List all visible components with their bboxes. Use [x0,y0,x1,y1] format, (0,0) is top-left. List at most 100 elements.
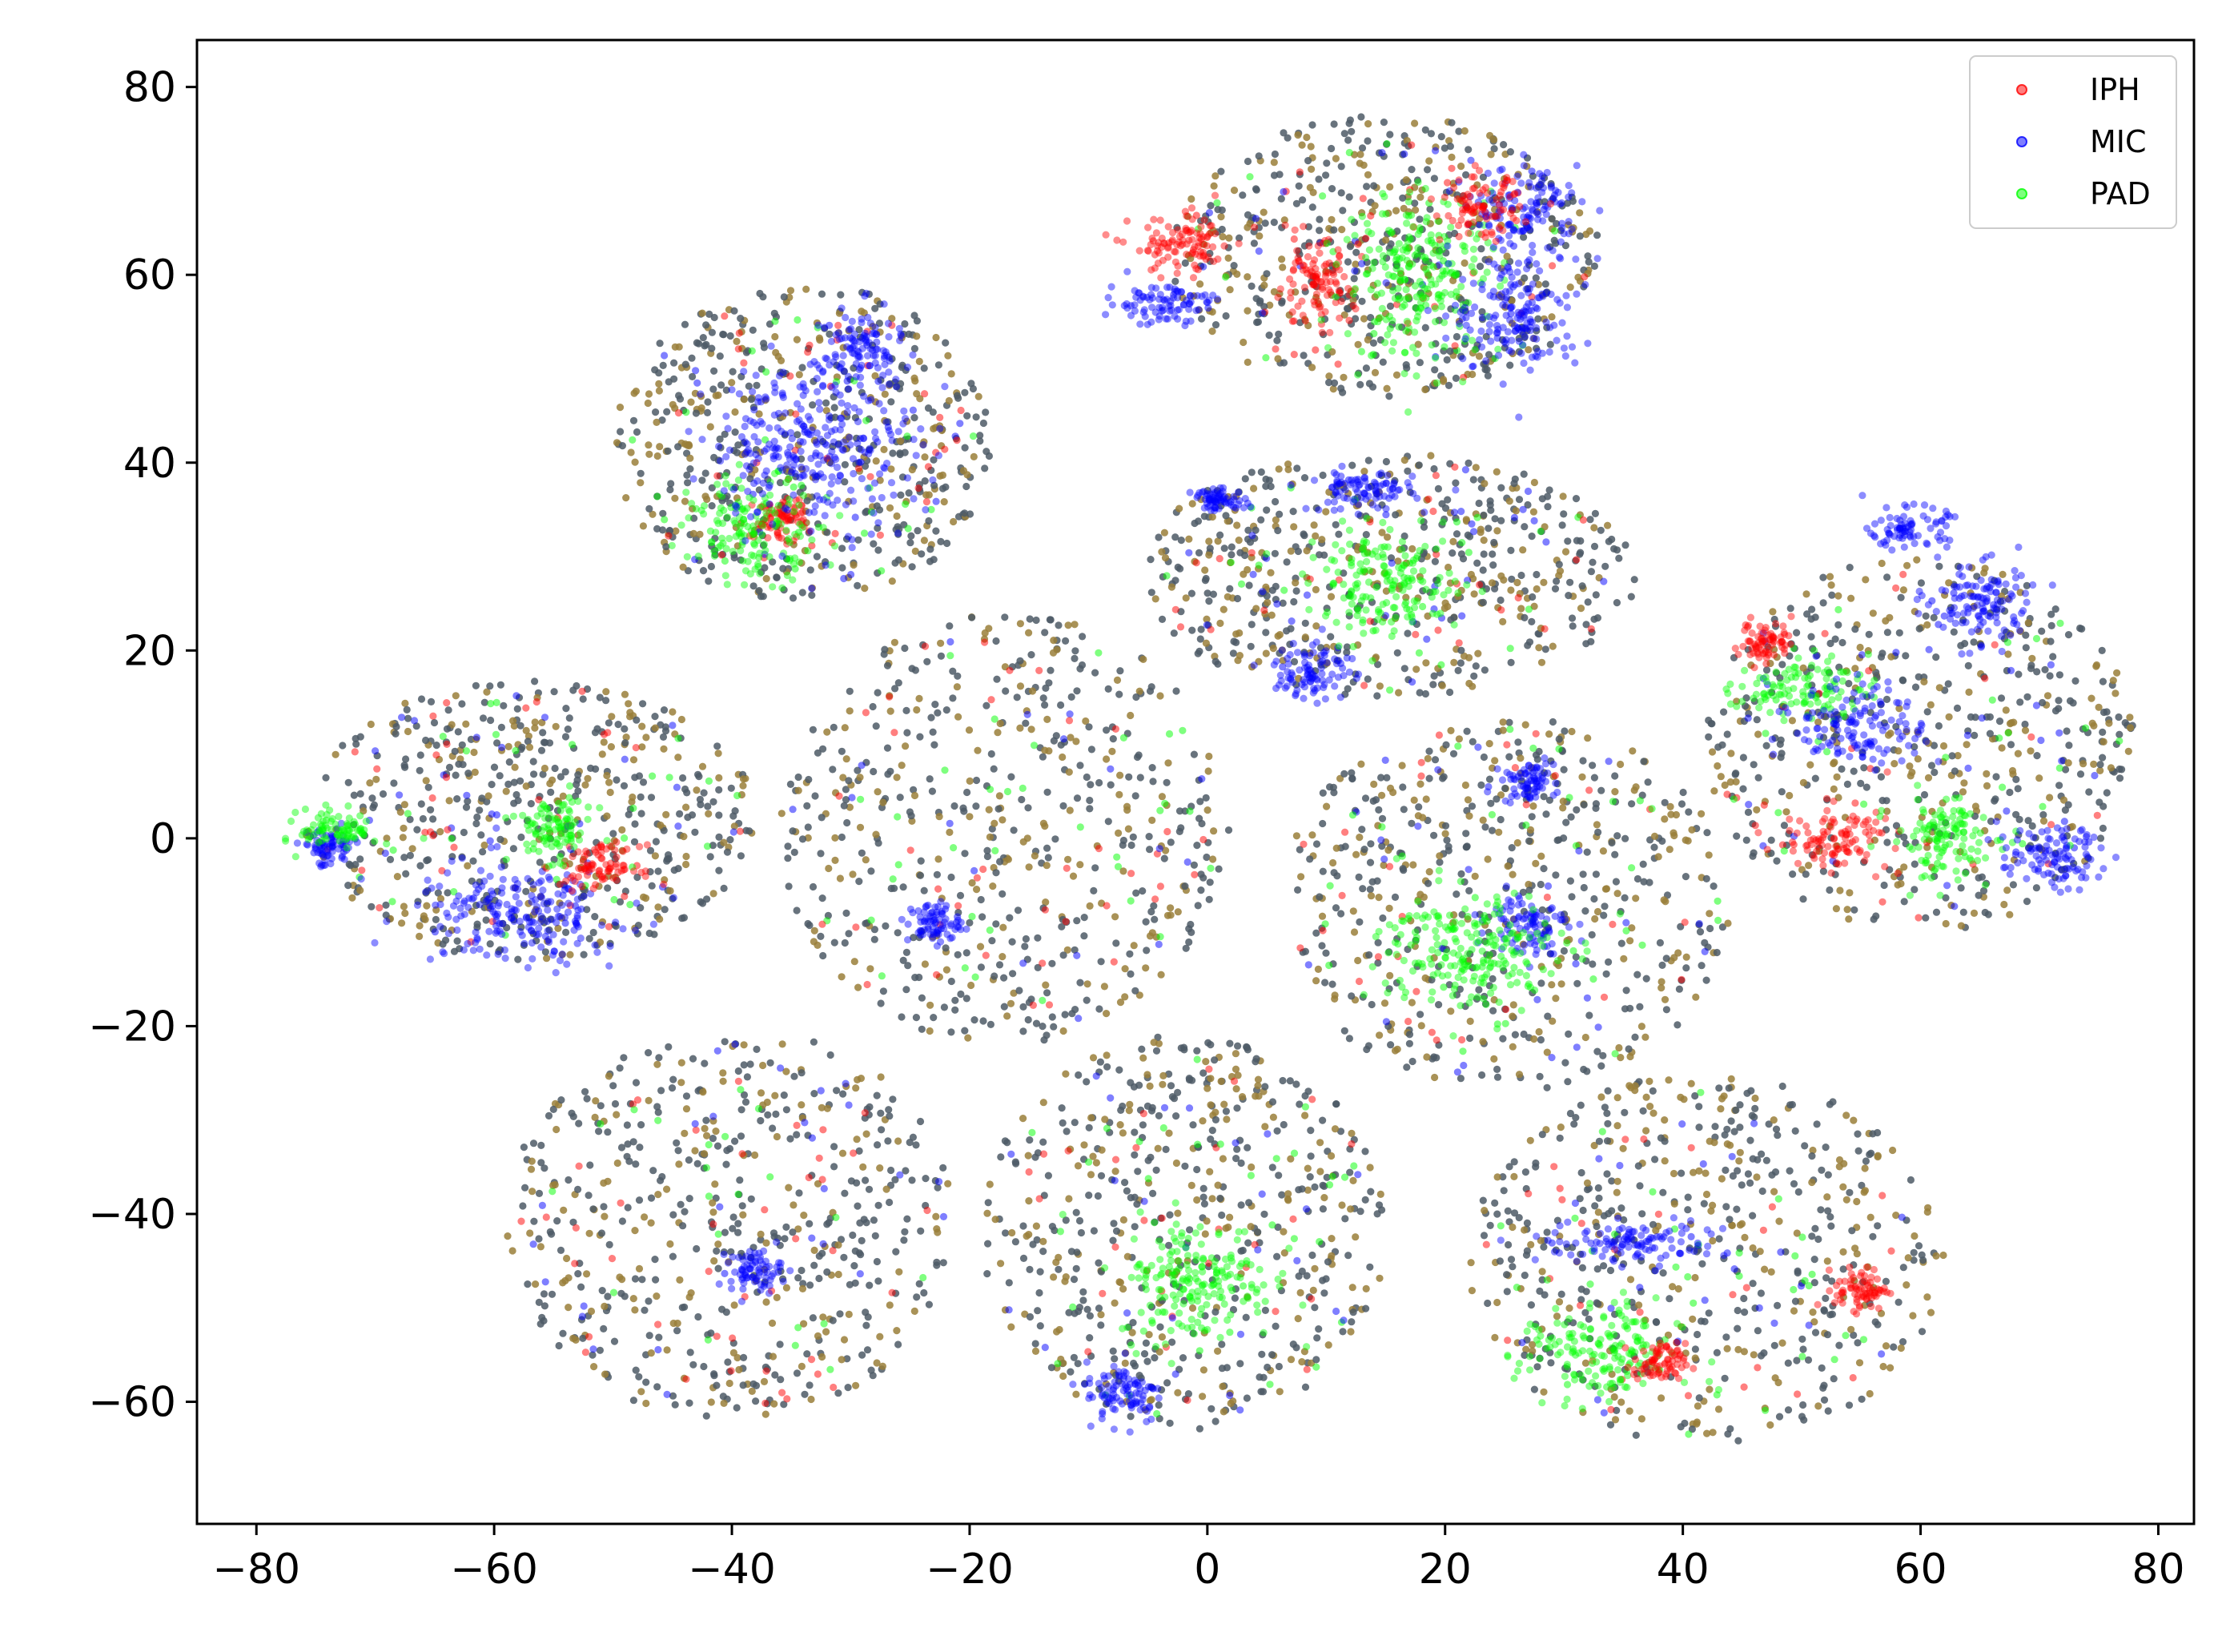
scatter-point-pad [814,324,822,332]
scatter-point-pad [1316,1238,1324,1246]
scatter-point [737,1132,745,1140]
scatter-point [620,1054,628,1062]
scatter-point [1006,914,1014,922]
scatter-point-mic [713,1047,721,1055]
scatter-point [1294,131,1302,139]
scatter-point [621,690,629,698]
scatter-point [1278,255,1286,263]
scatter-point [685,1399,693,1407]
scatter-point [600,1179,608,1187]
scatter-point [524,1280,532,1288]
scatter-point [1107,781,1115,789]
scatter-point-pad [857,795,865,803]
scatter-point-iph [818,920,826,928]
scatter-point [448,853,456,861]
scatter-point [713,1381,721,1389]
scatter-point [866,965,874,973]
scatter-point [604,884,612,892]
scatter-point [608,713,616,721]
scatter-point [961,444,969,452]
scatter-point [1392,371,1401,379]
scatter-point [1369,339,1377,347]
scatter-point [840,1336,849,1344]
scatter-point [730,1301,738,1309]
scatter-point [686,465,694,473]
scatter-point [934,361,942,369]
scatter-point [790,541,798,549]
scatter-point [877,1109,885,1117]
scatter-point [734,1067,742,1075]
scatter-point-pad [1213,199,1221,207]
scatter-point [1449,750,1458,758]
scatter-point-pad [721,1132,729,1140]
scatter-point [1265,332,1273,340]
scatter-point [902,706,910,715]
scatter-point [1139,1121,1147,1129]
scatter-point [761,1410,769,1418]
scatter-point-iph [818,1176,826,1184]
scatter-point [583,1270,591,1278]
scatter-point [717,381,725,389]
scatter-point-iph [1192,559,1200,567]
scatter-point-mic [843,377,851,385]
scatter-point-iph [1600,993,1609,1001]
scatter-point [1031,1347,1040,1355]
scatter-point [1123,806,1131,814]
scatter-point [1022,719,1030,727]
scatter-point-pad [766,1173,774,1181]
scatter-point [400,801,408,809]
scatter-point [416,751,424,759]
scatter-point [719,1393,727,1401]
scatter-point [546,829,554,837]
scatter-point [1152,1047,1161,1055]
scatter-point-iph [705,1268,713,1276]
scatter-point [719,1077,727,1085]
scatter-point [736,1176,744,1184]
scatter-point [718,496,726,504]
scatter-point [741,449,749,457]
scatter-point [1083,996,1091,1004]
scatter-point [1103,1051,1111,1059]
scatter-point-pad [754,1104,763,1113]
scatter-point [1079,1288,1087,1296]
scatter-point-iph [713,1332,721,1340]
scatter-point [536,858,544,866]
scatter-point [1476,263,1485,271]
scatter-point [677,715,686,724]
scatter-point [1312,929,1320,937]
scatter-point [1487,151,1495,159]
scatter-point [917,1227,925,1235]
scatter-point [1188,626,1196,634]
scatter-point [1322,1275,1330,1283]
scatter-point [762,575,770,583]
scatter-point-iph [973,874,981,882]
scatter-point [645,450,653,458]
scatter-point [1062,637,1070,645]
scatter-point [894,1137,902,1145]
scatter-point [1211,1308,1219,1316]
scatter-point-pad [969,432,978,440]
scatter-point [1205,597,1213,605]
scatter-point [903,417,911,425]
scatter-point [710,1372,718,1380]
scatter-point [862,1308,870,1316]
scatter-point-pad [986,926,994,935]
scatter-point [674,1147,682,1155]
scatter-point-pad [894,813,902,821]
scatter-point-mic [935,1178,943,1186]
scatter-point [1024,1015,1032,1024]
scatter-point-iph [1272,345,1280,353]
scatter-point-mic [621,755,629,763]
scatter-point [793,1131,801,1139]
scatter-point [1203,806,1211,814]
scatter-point [1529,593,1537,601]
scatter-point [669,1075,677,1083]
scatter-point [331,750,340,758]
scatter-point [1463,727,1471,735]
scatter-point [1574,273,1582,281]
scatter-point [2033,752,2041,760]
scatter-point-iph [1348,1140,1356,1148]
scatter-point-iph [778,512,787,521]
scatter-point [1358,297,1366,305]
scatter-point [1261,1123,1269,1131]
